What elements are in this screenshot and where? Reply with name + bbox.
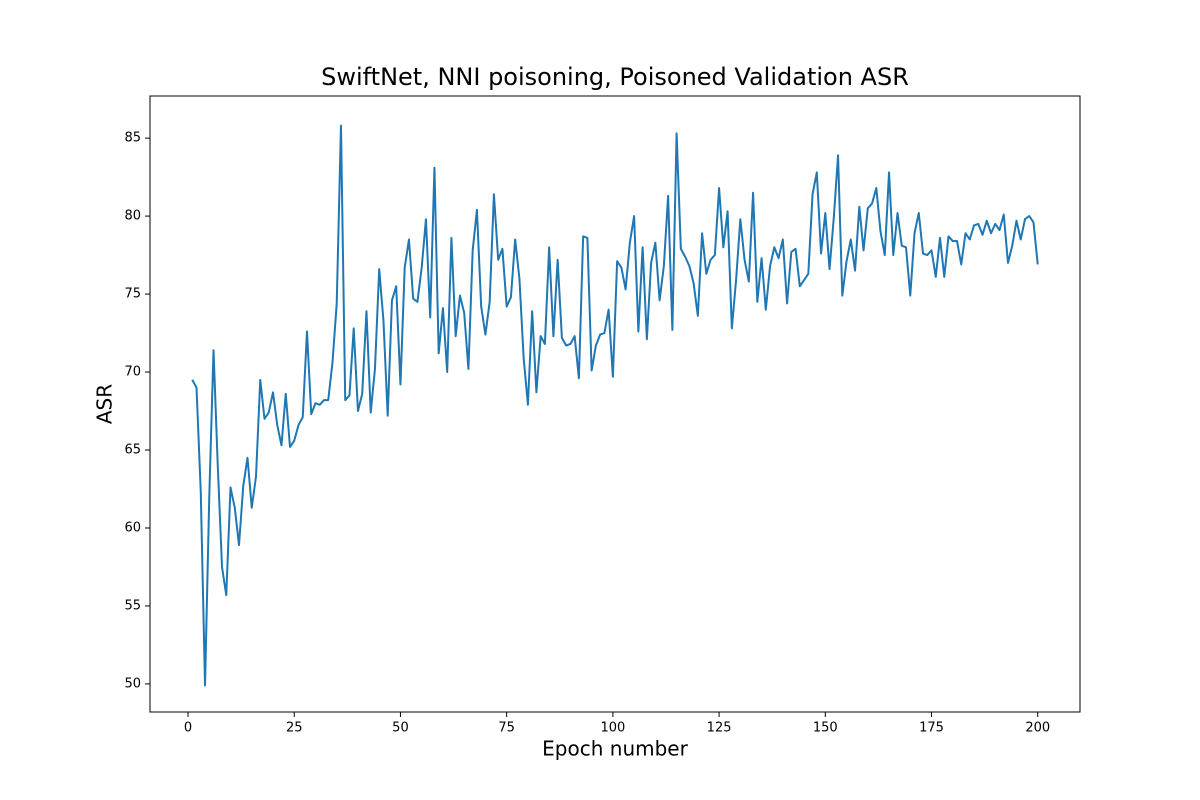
x-tick-label: 175 bbox=[919, 721, 944, 736]
x-axis-label: Epoch number bbox=[542, 737, 688, 761]
x-tick-label: 125 bbox=[707, 721, 732, 736]
x-tick-label: 0 bbox=[184, 721, 192, 736]
plot-frame bbox=[149, 95, 1081, 713]
y-tick-label: 80 bbox=[124, 209, 141, 224]
y-tick-label: 70 bbox=[124, 365, 141, 380]
y-tick-label: 65 bbox=[124, 443, 141, 458]
x-tick-label: 25 bbox=[286, 721, 303, 736]
y-tick-label: 55 bbox=[124, 598, 141, 613]
x-tick-label: 50 bbox=[392, 721, 409, 736]
x-tick-label: 75 bbox=[498, 721, 515, 736]
data-line bbox=[191, 124, 1039, 687]
y-tick-label: 60 bbox=[124, 520, 141, 535]
y-tick-label: 75 bbox=[124, 287, 141, 302]
x-tick-label: 100 bbox=[600, 721, 625, 736]
y-tick-label: 85 bbox=[124, 131, 141, 146]
y-axis-label: ASR bbox=[93, 384, 117, 424]
x-tick-label: 200 bbox=[1025, 721, 1050, 736]
x-tick-label: 150 bbox=[813, 721, 838, 736]
chart-title: SwiftNet, NNI poisoning, Poisoned Valida… bbox=[321, 63, 909, 91]
y-tick-label: 50 bbox=[124, 676, 141, 691]
